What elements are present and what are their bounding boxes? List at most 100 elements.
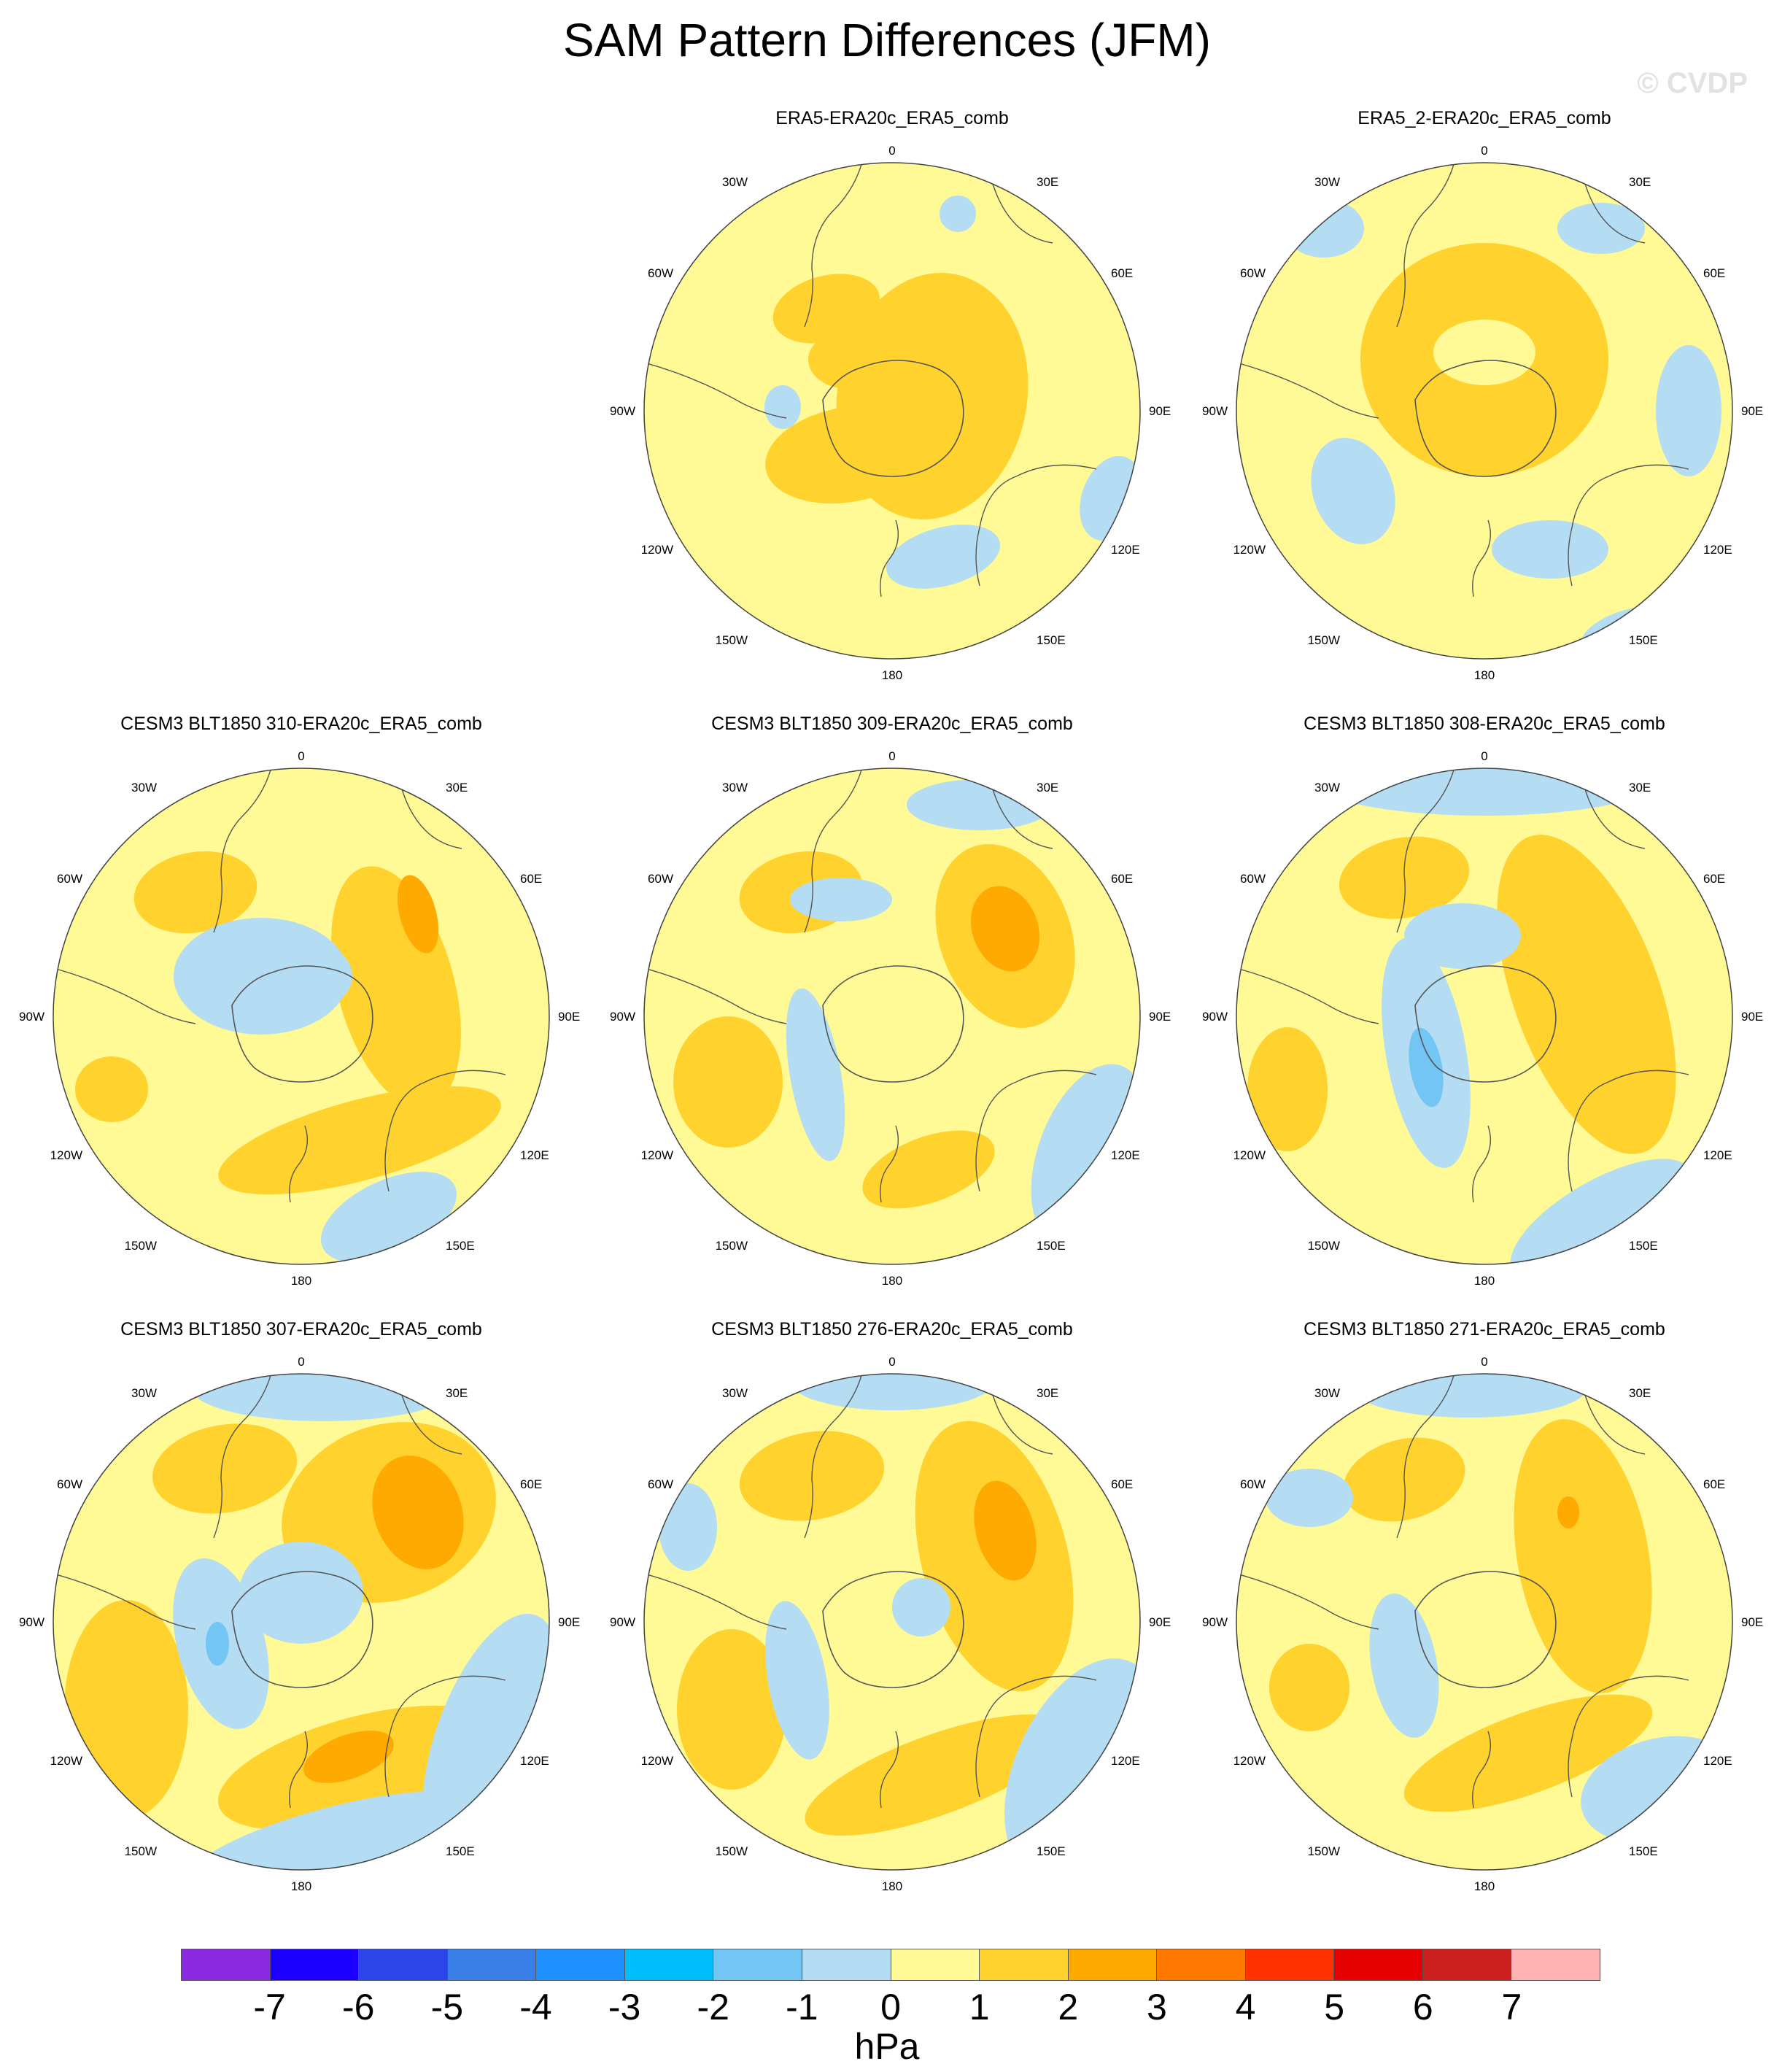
colorbar-swatch [1068,1949,1158,1980]
longitude-label-sw1: 120W [1233,543,1266,557]
longitude-label-left: 90W [610,1010,635,1024]
positive-anomaly-region [397,875,439,954]
positive-anomaly-region [805,1714,1067,1836]
panel-title: CESM3 BLT1850 271-ERA20c_ERA5_comb [1304,1319,1665,1340]
longitude-label-bottom: 180 [882,1879,902,1893]
longitude-label-se2: 150E [1629,633,1658,647]
longitude-label-sw2: 150W [1308,1844,1340,1858]
colorbar-tick-label: -3 [608,1987,641,2027]
longitude-label-ne2: 60E [520,872,542,886]
coastline [644,359,787,419]
colorbar-tick-label: 5 [1324,1987,1345,2027]
coastline [880,1125,899,1203]
longitude-label-sw2: 150W [1308,1239,1340,1253]
colorbar-swatch [359,1949,448,1980]
longitude-label-bottom: 180 [1474,668,1495,682]
negative-anomaly-region [886,525,1000,589]
panel-title: ERA5_2-ERA20c_ERA5_comb [1357,108,1611,128]
longitude-label-sw2: 150W [1308,633,1340,647]
colorbar-tick-label: 3 [1146,1987,1167,2027]
positive-anomaly-region [970,886,1040,972]
longitude-label-bottom: 180 [291,1879,311,1893]
colorbar-swatch [447,1949,537,1980]
negative-anomaly-region [765,1601,829,1760]
negative-anomaly-region [790,878,892,921]
map-panel-cesm3-276: CESM3 BLT1850 276-ERA20c_ERA5_comb 0 180 90… [610,1319,1171,1925]
longitude-label-ne2: 60E [1111,1477,1133,1491]
longitude-label-left: 90W [1202,1615,1228,1629]
coastline [53,1570,196,1630]
longitude-label-right: 90E [1741,1010,1763,1024]
longitude-label-sw1: 120W [641,1148,673,1162]
longitude-label-top: 0 [1481,1355,1487,1369]
colorbar-tick-label: 1 [969,1987,990,2027]
negative-anomaly-region [189,1791,472,1870]
longitude-label-sw1: 120W [641,1754,673,1768]
coastline [1472,1125,1491,1203]
positive-anomaly-region [372,1456,464,1569]
polar-map: 0 180 90W 90E 30W 60W 120W 150W 30E 60E 120E 150E [610,749,1171,1288]
longitude-label-right: 90E [1741,1615,1763,1629]
colorbar-swatch [182,1949,271,1980]
longitude-label-se2: 150E [1037,1844,1066,1858]
longitude-label-sw2: 150W [125,1239,157,1253]
longitude-label-ne2: 60E [1111,266,1133,280]
antarctica-coastline [231,1571,373,1688]
positive-anomaly-region [1497,835,1676,1154]
negative-anomaly-region [1266,1469,1353,1527]
positive-anomaly-region [152,1423,298,1514]
coastline [880,1731,899,1809]
longitude-label-se2: 150E [446,1844,475,1858]
colorbar-swatch [1422,1949,1512,1980]
longitude-label-bottom: 180 [1474,1879,1495,1893]
coastline [213,768,273,933]
longitude-label-sw1: 120W [1233,1148,1266,1162]
antarctica-coastline [822,1571,964,1688]
coastline [384,1070,506,1192]
polar-map: 0 180 90W 90E 30W 60W 120W 150W 30E 60E 120E 150E [19,1355,580,1893]
polar-map: 0 180 90W 90E 30W 60W 120W 150W 30E 60E 120E 150E [610,144,1171,682]
map-panel-cesm3-308: CESM3 BLT1850 308-ERA20c_ERA5_comb 0 180 90… [1202,714,1763,1319]
polar-map: 0 180 90W 90E 30W 60W 120W 150W 30E 60E 120E 150E [19,749,580,1288]
longitude-label-nw1: 30W [1314,1386,1340,1400]
longitude-label-ne2: 60E [1111,872,1133,886]
longitude-label-top: 0 [298,1355,304,1369]
longitude-label-se2: 150E [1037,1239,1066,1253]
longitude-label-sw1: 120W [50,1754,82,1768]
colorbar-tick-label: 4 [1235,1987,1256,2027]
coastline [1236,1570,1379,1630]
longitude-label-ne1: 30E [446,781,468,795]
colorbar-tick-label: -6 [342,1987,375,2027]
longitude-label-ne2: 60E [1703,872,1725,886]
longitude-label-se1: 120E [1111,1754,1140,1768]
panel-title: CESM3 BLT1850 276-ERA20c_ERA5_comb [711,1319,1073,1340]
longitude-label-se1: 120E [520,1148,549,1162]
map-boundary [1236,1373,1733,1871]
positive-anomaly-region [1269,1644,1349,1731]
longitude-label-bottom: 180 [882,668,902,682]
coastline [975,1070,1097,1192]
map-panel-cesm3-310: CESM3 BLT1850 310-ERA20c_ERA5_comb 0 180 90… [19,714,580,1319]
longitude-label-se2: 150E [1037,633,1066,647]
positive-anomaly-region [673,1016,783,1148]
longitude-label-top: 0 [888,749,895,763]
positive-anomaly-region [1247,1027,1328,1151]
colorbar-units: hPa [854,2026,920,2067]
negative-anomaly-region [1557,203,1645,254]
longitude-label-nw2: 60W [1240,872,1266,886]
negative-anomaly-region [206,1622,229,1666]
colorbar-tick-label: 6 [1412,1987,1433,2027]
positive-anomaly-region [64,1600,188,1819]
longitude-label-top: 0 [1481,749,1487,763]
coastline [1396,163,1456,328]
colorbar-swatch [1511,1949,1600,1980]
coastline [213,1374,273,1539]
map-boundary [53,1373,550,1871]
longitude-label-nw2: 60W [57,1477,82,1491]
map-panel-era5-2: ERA5_2-ERA20c_ERA5_comb 0 180 90W 90E 30W 60W 1… [1202,108,1763,714]
longitude-label-sw2: 150W [716,1844,748,1858]
longitude-label-top: 0 [888,1355,895,1369]
positive-anomaly-region [772,274,880,344]
positive-anomaly-region [218,1086,501,1195]
colorbar-swatch [891,1949,980,1980]
